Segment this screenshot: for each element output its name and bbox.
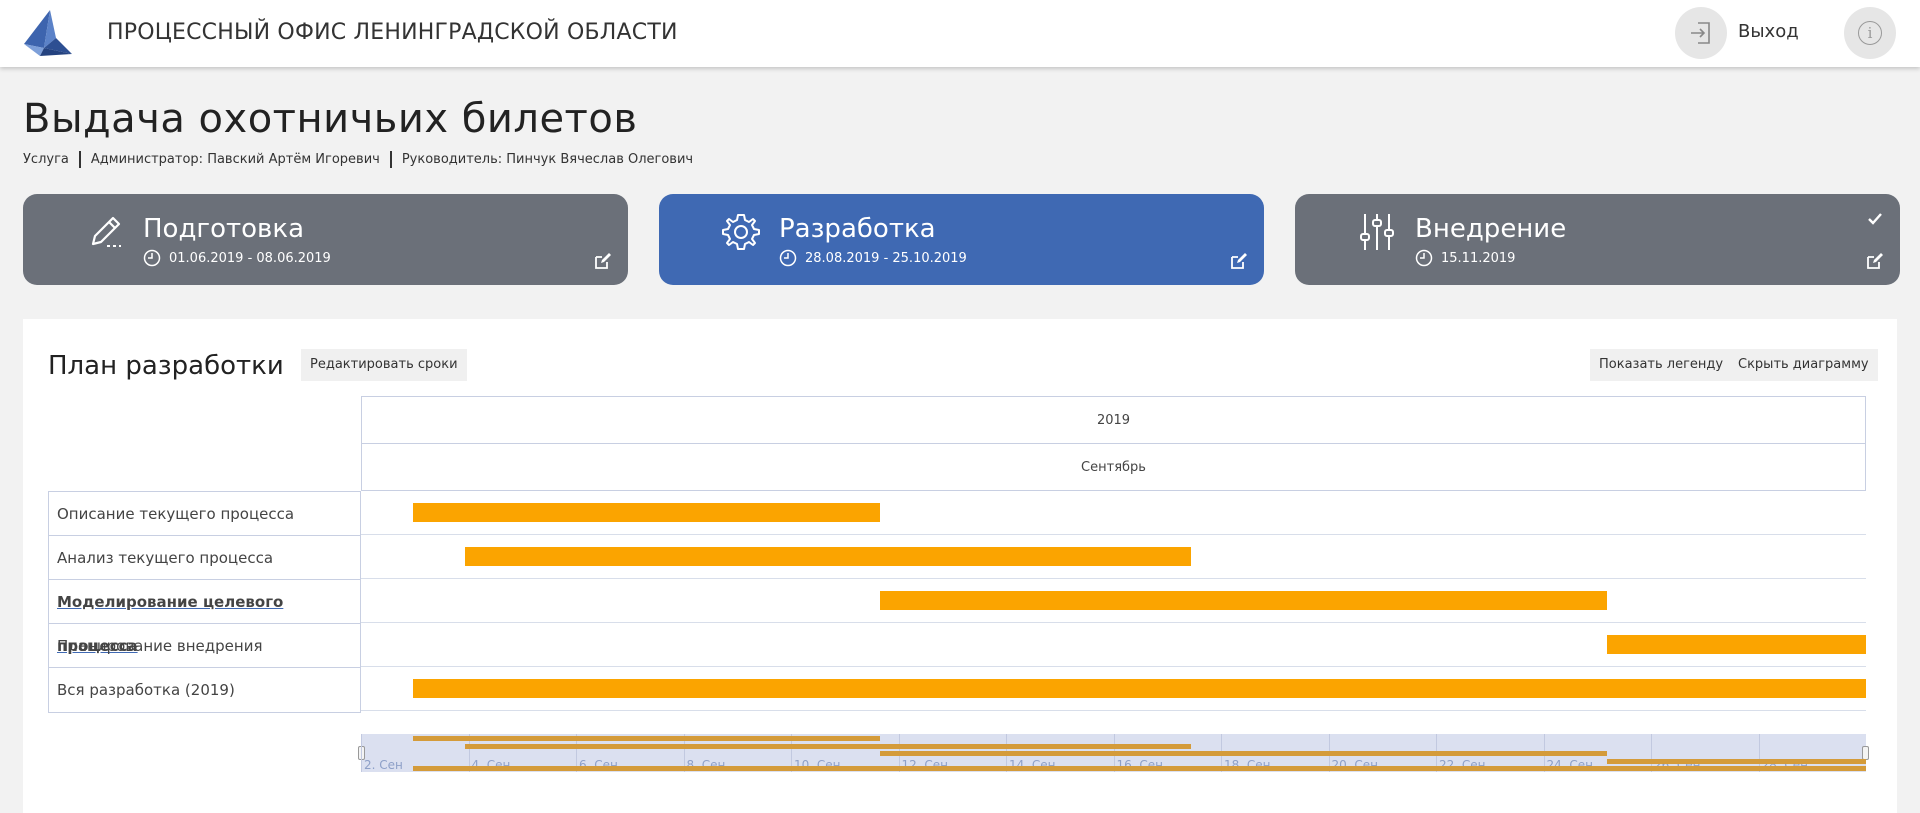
meta-administrator: Администратор: Павский Артём Игоревич xyxy=(90,152,380,167)
navigator-bar xyxy=(412,736,880,741)
stage-title: Разработка xyxy=(779,214,936,244)
stage-title: Внедрение xyxy=(1415,214,1567,244)
hide-chart-button[interactable]: Скрыть диаграмму xyxy=(1729,349,1878,381)
edit-icon[interactable] xyxy=(1866,252,1884,270)
navigator-tick xyxy=(1758,734,1760,772)
navigator-label: 2. Сен xyxy=(364,758,403,772)
gantt-task-list: Описание текущего процесса Анализ текуще… xyxy=(48,491,361,713)
meta-manager: Руководитель: Пинчук Вячеслав Олегович xyxy=(401,152,694,167)
gantt-row xyxy=(361,667,1866,711)
clock-icon xyxy=(779,249,797,267)
clock-icon xyxy=(1415,249,1433,267)
task-label[interactable]: Анализ текущего процесса xyxy=(49,536,360,580)
gantt-row xyxy=(361,579,1866,623)
meta-divider xyxy=(78,151,81,168)
gear-icon xyxy=(722,214,760,250)
navigator-tick xyxy=(791,734,792,772)
stage-date-text: 15.11.2019 xyxy=(1441,250,1516,266)
edit-icon[interactable] xyxy=(1230,252,1248,270)
gantt-chart: 2019 Сентябрь Описание текущего процесса… xyxy=(48,396,1874,796)
stage-date: 15.11.2019 xyxy=(1415,249,1515,267)
navigator-bar xyxy=(1606,758,1866,764)
stage-card-development[interactable]: Разработка 28.08.2019 - 25.10.2019 xyxy=(659,194,1264,285)
gantt-bar[interactable] xyxy=(412,679,1866,698)
task-label[interactable]: Планирование внедрения xyxy=(49,624,360,668)
exit-label[interactable]: Выход xyxy=(1738,21,1799,42)
navigator-bar xyxy=(879,751,1607,756)
check-icon xyxy=(1868,213,1882,225)
gantt-bar[interactable] xyxy=(412,503,880,522)
clock-icon xyxy=(143,249,161,267)
edit-dates-button[interactable]: Редактировать сроки xyxy=(301,349,467,381)
info-icon: i xyxy=(1858,21,1882,45)
logout-icon xyxy=(1691,22,1710,44)
navigator-tick xyxy=(576,734,577,772)
stage-date-text: 01.06.2019 - 08.06.2019 xyxy=(169,250,331,266)
navigator-tick xyxy=(1651,734,1652,772)
gantt-bar[interactable] xyxy=(1606,635,1866,654)
edit-icon[interactable] xyxy=(594,252,612,270)
gantt-row xyxy=(361,491,1866,535)
navigator-tick xyxy=(683,734,685,772)
meta-type: Услуга xyxy=(23,152,69,167)
gantt-navigator[interactable]: 2. Сен 4. Сен 6. Сен 8. Сен 10. Сен 12. Сен 14… xyxy=(358,734,1869,772)
gantt-month: Сентябрь xyxy=(1081,460,1146,475)
top-bar: ПРОЦЕССНЫЙ ОФИС ЛЕНИНГРАДСКОЙ ОБЛАСТИ Вы… xyxy=(0,0,1920,67)
navigator-bar xyxy=(464,743,1192,749)
logo-icon[interactable] xyxy=(22,6,74,58)
show-legend-button[interactable]: Показать легенду xyxy=(1590,349,1733,381)
stage-date: 01.06.2019 - 08.06.2019 xyxy=(143,249,331,267)
task-label[interactable]: Описание текущего процесса xyxy=(49,492,360,536)
gantt-row xyxy=(361,535,1866,579)
stage-card-implementation[interactable]: Внедрение 15.11.2019 xyxy=(1295,194,1900,285)
exit-button[interactable] xyxy=(1675,7,1727,59)
stage-date-text: 28.08.2019 - 25.10.2019 xyxy=(805,250,967,266)
task-label[interactable]: Моделирование целевого процесса xyxy=(49,580,360,655)
gantt-bar[interactable] xyxy=(879,591,1607,610)
gantt-bar[interactable] xyxy=(464,547,1192,566)
sliders-icon xyxy=(1360,214,1394,250)
navigator-bar xyxy=(412,766,1866,771)
page-title: Выдача охотничьих билетов xyxy=(23,96,638,142)
meta-divider xyxy=(389,151,392,168)
page-meta: Услуга Администратор: Павский Артём Игор… xyxy=(23,151,693,168)
stage-date: 28.08.2019 - 25.10.2019 xyxy=(779,249,967,267)
navigator-tick xyxy=(361,734,362,772)
gantt-year: 2019 xyxy=(362,397,1865,444)
plan-panel: План разработки Редактировать сроки Пока… xyxy=(23,319,1897,813)
navigator-tick xyxy=(468,734,470,772)
stage-card-preparation[interactable]: Подготовка 01.06.2019 - 08.06.2019 xyxy=(23,194,628,285)
task-label[interactable]: Вся разработка (2019) xyxy=(57,681,235,699)
plan-title: План разработки xyxy=(48,351,284,381)
pencil-icon xyxy=(91,216,121,247)
gantt-header: 2019 Сентябрь xyxy=(361,396,1866,491)
gantt-rows xyxy=(361,491,1866,713)
gantt-row xyxy=(361,623,1866,667)
stage-title: Подготовка xyxy=(143,214,305,244)
info-button[interactable]: i xyxy=(1844,7,1896,59)
org-title: ПРОЦЕССНЫЙ ОФИС ЛЕНИНГРАДСКОЙ ОБЛАСТИ xyxy=(107,20,678,45)
